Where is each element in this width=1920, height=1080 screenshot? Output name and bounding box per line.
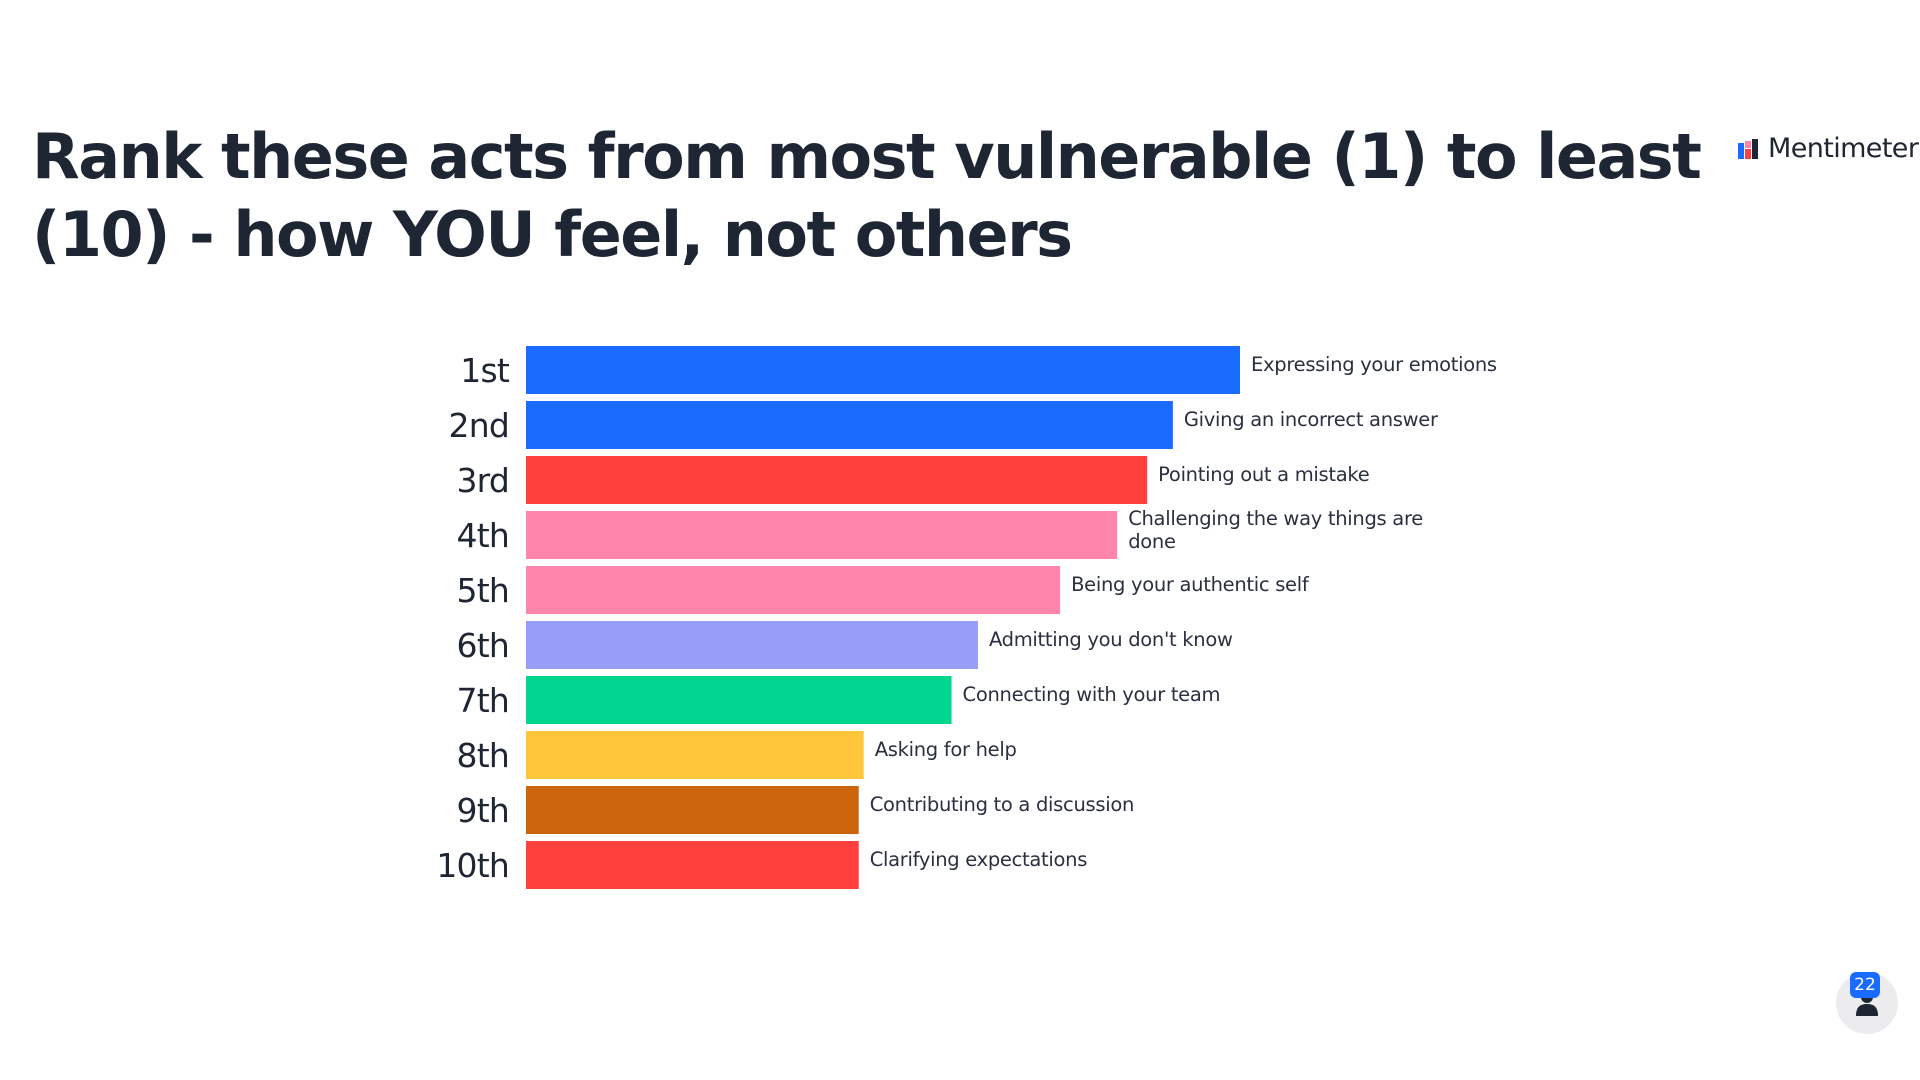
ranking-bar bbox=[526, 566, 1061, 614]
item-label: Asking for help bbox=[875, 738, 1017, 761]
brand-name: Mentimeter bbox=[1768, 133, 1919, 164]
page-title: Rank these acts from most vulnerable (1)… bbox=[32, 120, 1702, 271]
ranking-bar bbox=[526, 401, 1173, 449]
rank-label: 3rd bbox=[456, 461, 509, 500]
mentimeter-logo-icon bbox=[1738, 138, 1758, 159]
participant-count-badge: 22 bbox=[1850, 972, 1880, 998]
rank-label: 6th bbox=[457, 626, 509, 665]
item-label: Expressing your emotions bbox=[1251, 353, 1497, 376]
rank-label: 5th bbox=[457, 571, 509, 610]
ranking-bar bbox=[526, 346, 1240, 394]
ranking-bar bbox=[526, 841, 859, 889]
rank-label: 9th bbox=[457, 791, 509, 830]
item-label: Clarifying expectations bbox=[870, 848, 1087, 871]
brand-logo: Mentimeter bbox=[1738, 133, 1919, 164]
rank-label: 4th bbox=[457, 516, 509, 555]
item-label: Admitting you don't know bbox=[989, 628, 1233, 651]
item-label: Contributing to a discussion bbox=[870, 793, 1134, 816]
ranking-bar bbox=[526, 676, 952, 724]
rank-label: 10th bbox=[436, 846, 509, 885]
rank-label: 7th bbox=[457, 681, 509, 720]
item-label: Challenging the way things are done bbox=[1128, 507, 1423, 553]
ranking-bar bbox=[526, 731, 864, 779]
ranking-bar bbox=[526, 786, 859, 834]
item-label: Pointing out a mistake bbox=[1158, 463, 1369, 486]
rank-label: 1st bbox=[460, 351, 510, 390]
item-label: Giving an incorrect answer bbox=[1184, 408, 1439, 431]
ranking-bar bbox=[526, 456, 1148, 504]
ranking-bar bbox=[526, 621, 978, 669]
item-label: Connecting with your team bbox=[963, 683, 1221, 706]
item-label: Being your authentic self bbox=[1071, 573, 1310, 596]
rank-label: 8th bbox=[457, 736, 509, 775]
ranking-bar bbox=[526, 511, 1118, 559]
rank-label: 2nd bbox=[449, 406, 509, 445]
